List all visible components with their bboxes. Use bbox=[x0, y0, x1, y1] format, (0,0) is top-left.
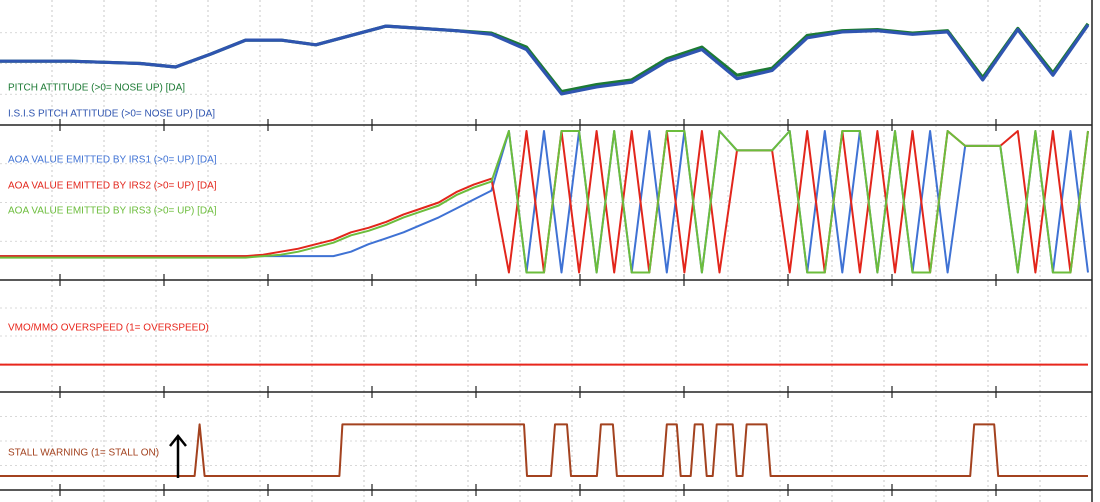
plots: PITCH ATTITUDE (>0= NOSE UP) [DA] I.S.I.S… bbox=[0, 22, 1090, 477]
legend-label: AOA VALUE EMITTED BY IRS2 (>0= UP) [DA] bbox=[8, 181, 217, 192]
legend-label: PITCH ATTITUDE (>0= NOSE UP) [DA] bbox=[8, 83, 185, 94]
legend-label: STALL WARNING (1= STALL ON) bbox=[8, 448, 159, 459]
legend-label: AOA VALUE EMITTED BY IRS3 (>0= UP) [DA] bbox=[8, 206, 217, 217]
trace bbox=[0, 130, 1089, 274]
legend-label: VMO/MMO OVERSPEED (1= OVERSPEED) bbox=[8, 323, 209, 334]
trace bbox=[0, 23, 1090, 96]
legend-label: AOA VALUE EMITTED BY IRS1 (>0= UP) [DA] bbox=[8, 155, 217, 166]
legend-label: I.S.I.S PITCH ATTITUDE (>0= NOSE UP) [DA… bbox=[8, 109, 215, 120]
trace bbox=[0, 423, 1088, 477]
arrow-annotation bbox=[169, 433, 187, 478]
